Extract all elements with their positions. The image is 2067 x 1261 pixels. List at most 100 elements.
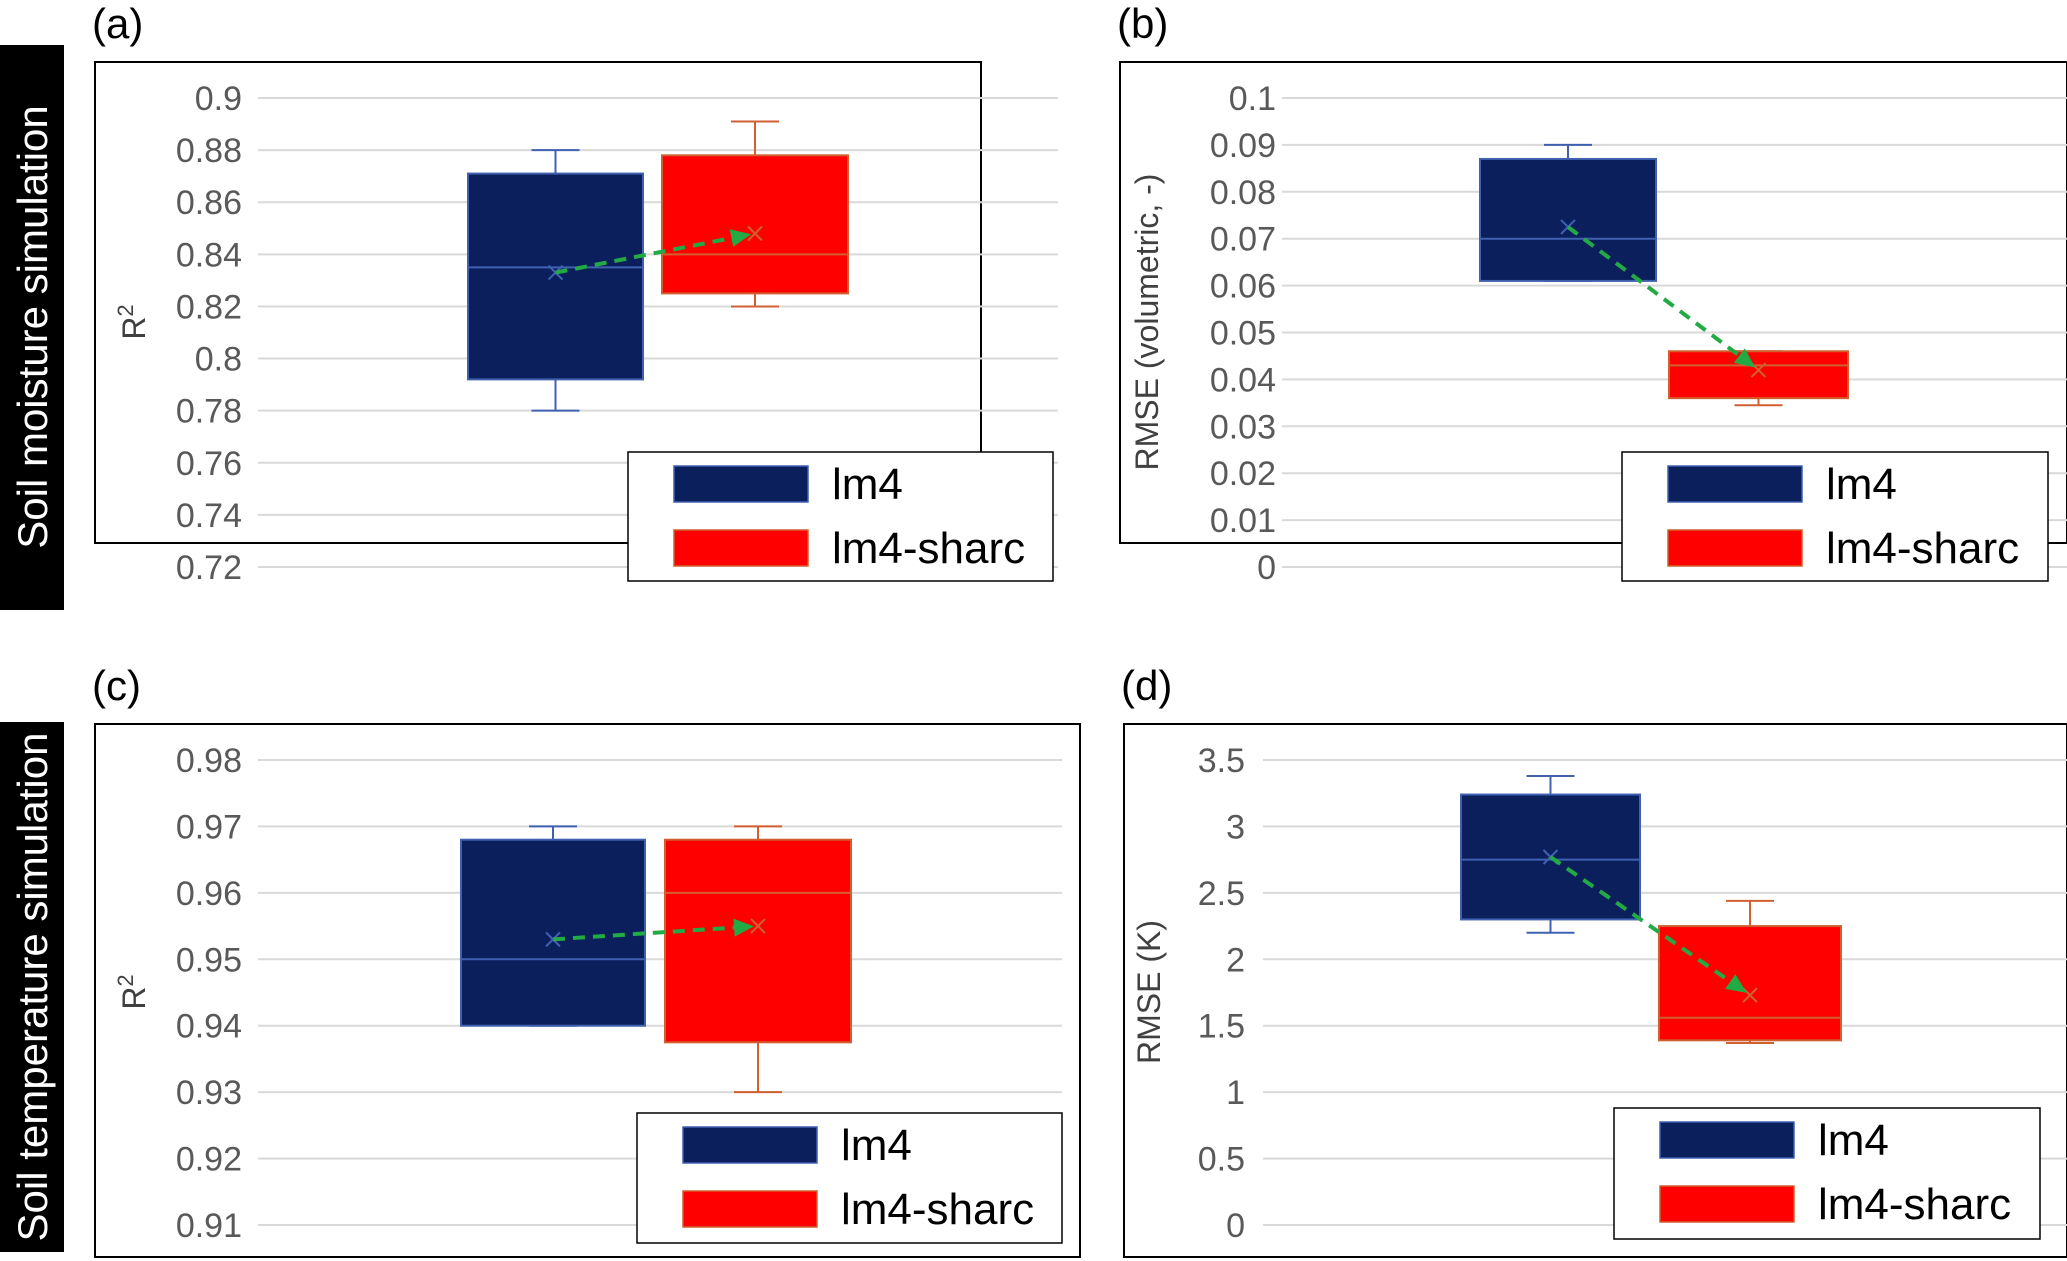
panel-frame [94,61,982,544]
y-tick-label: 0.5 [1198,1141,1245,1179]
y-tick-label: 0.01 [1210,502,1276,540]
y-tick-label: 0.97 [176,808,242,846]
y-tick-label: 0.08 [1210,174,1276,212]
legend: lm4 lm4-sharc [1621,451,2049,582]
y-tick-label: 0.06 [1210,268,1276,306]
legend-swatch-lm4 [1659,1121,1795,1159]
box-lm4-sharc [1658,899,1842,1044]
box-lm4 [467,149,644,412]
legend-label-lm4-sharc: lm4-sharc [1818,1180,2011,1229]
panel-letter: (c) [92,662,141,709]
y-tick-label: 0.82 [176,288,242,326]
y-tick-label: 3.5 [1198,742,1245,780]
y-tick-label: 1 [1226,1074,1245,1112]
legend-swatch-lm4 [1667,465,1803,503]
box-iqr [1479,157,1657,282]
box-iqr [1668,350,1849,400]
y-tick-label: 0.03 [1210,408,1276,446]
row-label-moisture-text: Soil moisture simulation [9,105,56,549]
y-tick-label: 0.07 [1210,221,1276,259]
y-axis-label: R2 [113,304,153,339]
legend-label-lm4: lm4 [1818,1116,1889,1165]
legend-swatch-lm4-sharc [673,529,809,567]
panel-d: (d) 3.5 3 2.5 2 1.5 1 0.5 0 RMSE (K) lm4 lm4-sharc [1121,662,2067,1258]
y-tick-label: 0.09 [1210,127,1276,165]
legend-label-lm4-sharc: lm4-sharc [1826,524,2019,573]
y-tick-label: 0.88 [176,132,242,170]
mean-change-arrow [555,229,752,275]
box-lm4 [1460,774,1641,934]
y-tick-label: 0 [1226,1207,1245,1245]
panel-letter: (d) [1121,662,1172,709]
mean-change-arrow [1566,225,1756,368]
panel-b: (b) 0.1 0.09 0.08 0.07 0.06 0.05 0.04 0.03 0.02 0.… [1117,0,2067,587]
legend-swatch-lm4 [673,465,809,503]
box-iqr [467,172,644,381]
panel-frame [94,723,1081,1258]
mean-marker [747,225,763,242]
box-lm4 [1479,143,1657,282]
mean-marker [750,918,766,934]
legend-swatch-lm4 [682,1126,818,1164]
mean-marker [1742,987,1758,1003]
legend-swatch-lm4-sharc [1667,529,1803,567]
y-tick-label: 0.95 [176,941,242,979]
legend-label-lm4: lm4 [832,460,903,509]
y-tick-label: 3 [1226,808,1245,846]
y-tick-label: 2 [1226,941,1245,979]
y-tick-label: 0.91 [176,1207,242,1245]
y-tick-label: 0.86 [176,184,242,222]
legend-label-lm4-sharc: lm4-sharc [832,524,1025,573]
y-tick-label: 1.5 [1198,1008,1245,1046]
panel-letter: (b) [1117,0,1168,47]
y-tick-label: 0.72 [176,549,242,587]
y-tick-label: 0.84 [176,236,242,274]
y-tick-label: 0.9 [195,80,242,118]
panel-frame [1123,723,2067,1258]
box-iqr [1658,925,1842,1042]
y-tick-label: 0.1 [1229,80,1276,118]
panel-c: (c) 0.98 0.97 0.96 0.95 0.94 0.93 0.92 0.91 R2 lm4… [92,662,1081,1258]
mean-change-arrow [1549,855,1747,993]
y-axis-label: RMSE (K) [1131,920,1167,1064]
box-lm4 [460,825,646,1027]
legend-label-lm4: lm4 [841,1121,912,1170]
y-tick-label: 0.04 [1210,361,1276,399]
y-tick-label: 0.93 [176,1074,242,1112]
legend: lm4 lm4-sharc [627,451,1054,582]
legend-swatch-lm4-sharc [682,1190,818,1228]
y-tick-label: 0.98 [176,742,242,780]
legend-label-lm4-sharc: lm4-sharc [841,1185,1034,1234]
legend: lm4 lm4-sharc [636,1112,1063,1244]
box-iqr [664,838,852,1044]
y-tick-label: 0.78 [176,393,242,431]
y-tick-label: 0.05 [1210,315,1276,353]
y-tick-label: 0.94 [176,1008,242,1046]
y-tick-label: 0.8 [195,341,242,379]
row-label-temperature-text: Soil temperature simulation [9,733,56,1242]
y-tick-label: 2.5 [1198,875,1245,913]
legend: lm4 lm4-sharc [1613,1107,2041,1240]
row-label-moisture: Soil moisture simulation [0,45,64,610]
panel-a: (a) 0.9 0.88 0.86 0.84 0.82 0.8 0.78 0.76 0.74 0.7… [92,0,1058,587]
box-lm4-sharc [1668,350,1849,407]
y-tick-label: 0.02 [1210,455,1276,493]
box-iqr [661,154,849,295]
y-tick-label: 0.76 [176,445,242,483]
box-lm4-sharc [664,825,852,1094]
y-tick-label: 0.74 [176,497,242,535]
panel-letter: (a) [92,0,143,47]
box-lm4-sharc [661,120,849,308]
y-tick-label: 0 [1257,549,1276,587]
y-axis-label: R2 [113,974,153,1009]
y-tick-label: 0.92 [176,1141,242,1179]
mean-change-arrow [552,918,755,942]
legend-swatch-lm4-sharc [1659,1185,1795,1223]
y-axis-label: RMSE (volumetric, -) [1129,174,1165,471]
legend-label-lm4: lm4 [1826,460,1897,509]
panel-frame [1119,61,2067,544]
box-iqr [460,838,646,1027]
y-tick-label: 0.96 [176,875,242,913]
row-label-temperature: Soil temperature simulation [0,722,64,1252]
